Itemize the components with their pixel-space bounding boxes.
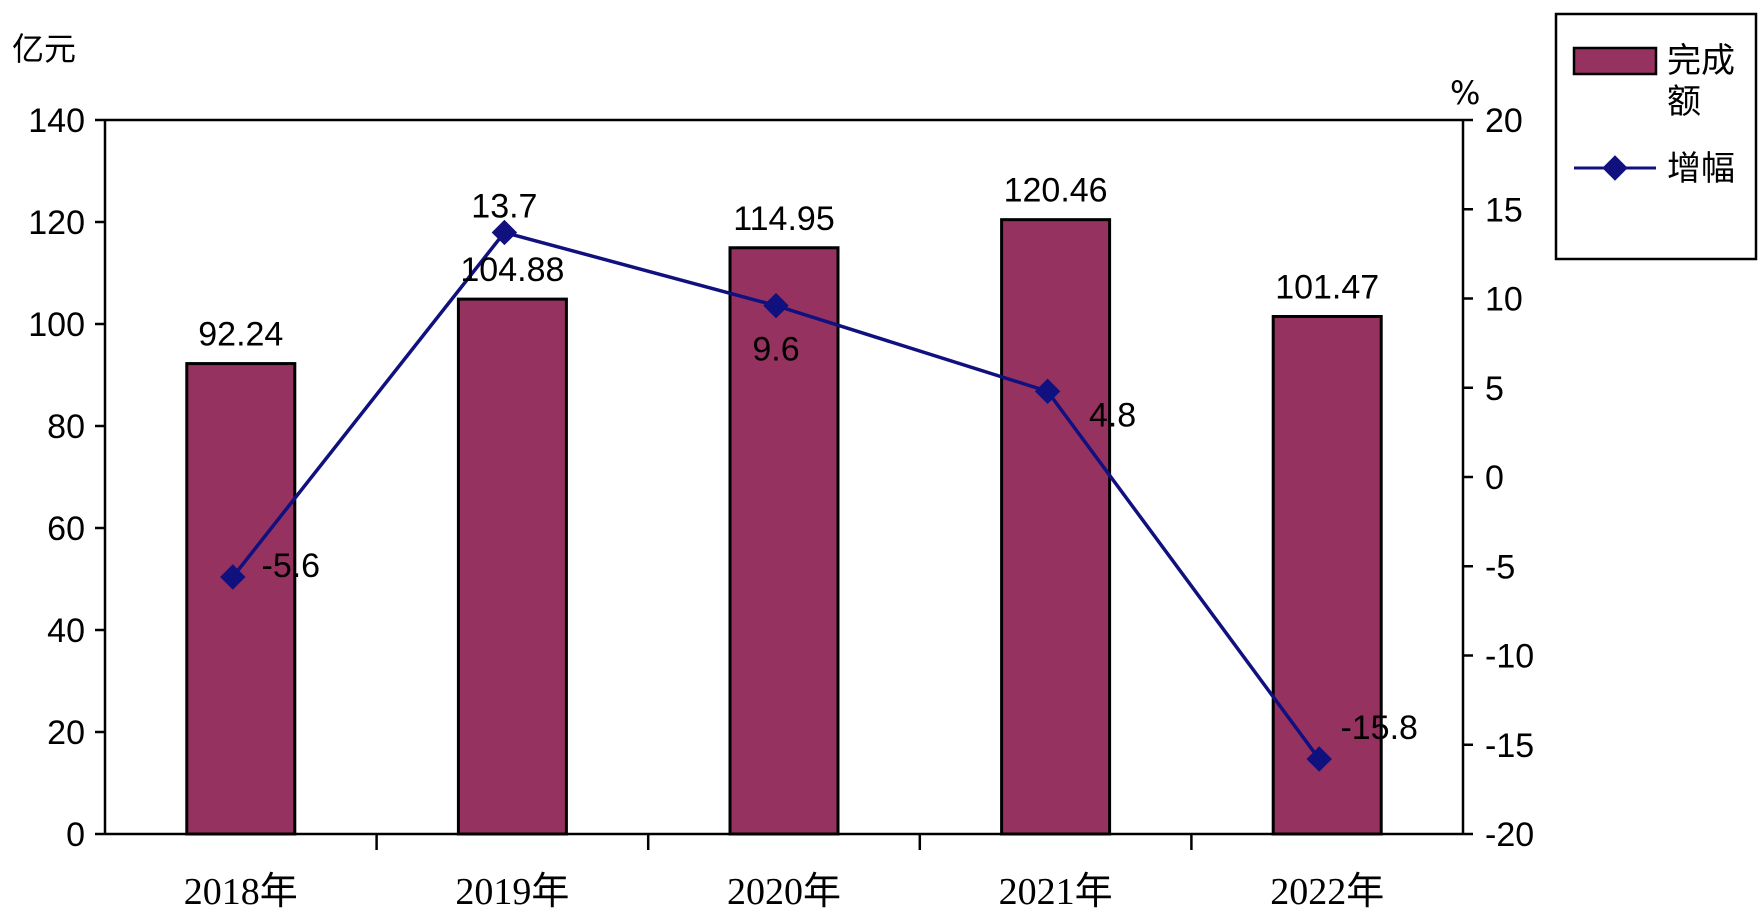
line-value-label-1: 13.7 (471, 187, 537, 225)
bar-series (185, 218, 1383, 836)
right-tick-label-3: -5 (1485, 548, 1515, 586)
legend-bar-label-line2: 额 (1667, 82, 1701, 122)
x-tick-label-2: 2020年 (727, 871, 841, 913)
line-marker-1 (491, 219, 518, 246)
bar-value-label-1: 104.88 (460, 251, 564, 289)
right-tick-label-7: 15 (1485, 191, 1523, 229)
left-tick-label-0: 0 (66, 816, 85, 854)
right-tick-label-1: -15 (1485, 727, 1534, 765)
line-value-label-2: 9.6 (752, 331, 799, 369)
bar-value-label-2: 114.95 (733, 200, 834, 238)
x-tick-label-3: 2021年 (999, 871, 1113, 913)
line-marker-2 (763, 292, 789, 319)
line-value-label-0: -5.6 (262, 547, 321, 585)
line-value-label-4: -15.8 (1340, 709, 1418, 747)
data-labels: 92.24 104.88 114.95 120.46 101.47 -5.6 13.7 9.6… (198, 172, 1418, 747)
left-tick-label-6: 120 (28, 204, 85, 242)
right-tick-label-6: 10 (1485, 281, 1523, 319)
right-tick-label-5: 5 (1485, 370, 1504, 408)
left-tick-label-1: 20 (47, 714, 85, 752)
left-tick-label-7: 140 (28, 102, 85, 140)
right-axis-unit: % (1450, 74, 1480, 112)
bar-2 (728, 246, 840, 836)
legend-bar-label-line1: 完成 (1667, 41, 1735, 81)
bar-value-label-3: 120.46 (1004, 172, 1108, 210)
right-tick-label-2: -10 (1485, 638, 1534, 676)
line-value-label-3: 4.8 (1089, 396, 1136, 434)
right-tick-label-8: 20 (1485, 102, 1523, 140)
x-tick-label-0: 2018年 (184, 871, 298, 913)
left-tick-label-5: 100 (28, 306, 85, 344)
line-marker-0 (220, 564, 246, 590)
left-axis-unit: 亿元 (12, 30, 76, 68)
axes: 0 20 40 60 80 100 120 140 -20 -15 -10 -5 0 5 10 15 20 201… (28, 102, 1534, 913)
legend-bar-swatch (1572, 46, 1658, 76)
right-tick-label-0: -20 (1485, 816, 1534, 854)
bar-0 (185, 362, 297, 836)
x-tick-label-4: 2022年 (1270, 871, 1384, 913)
right-tick-label-4: 0 (1485, 459, 1504, 497)
legend: 完成 额 增幅 (1554, 12, 1758, 261)
legend-line-label: 增幅 (1667, 149, 1735, 189)
x-tick-label-1: 2019年 (455, 871, 569, 913)
left-tick-label-2: 40 (47, 612, 85, 650)
bar-1 (456, 297, 568, 836)
bar-value-label-4: 101.47 (1275, 269, 1379, 307)
left-tick-label-3: 60 (47, 510, 85, 548)
left-tick-label-4: 80 (47, 408, 85, 446)
bar-value-label-0: 92.24 (198, 316, 283, 354)
bar-3 (1000, 218, 1112, 836)
